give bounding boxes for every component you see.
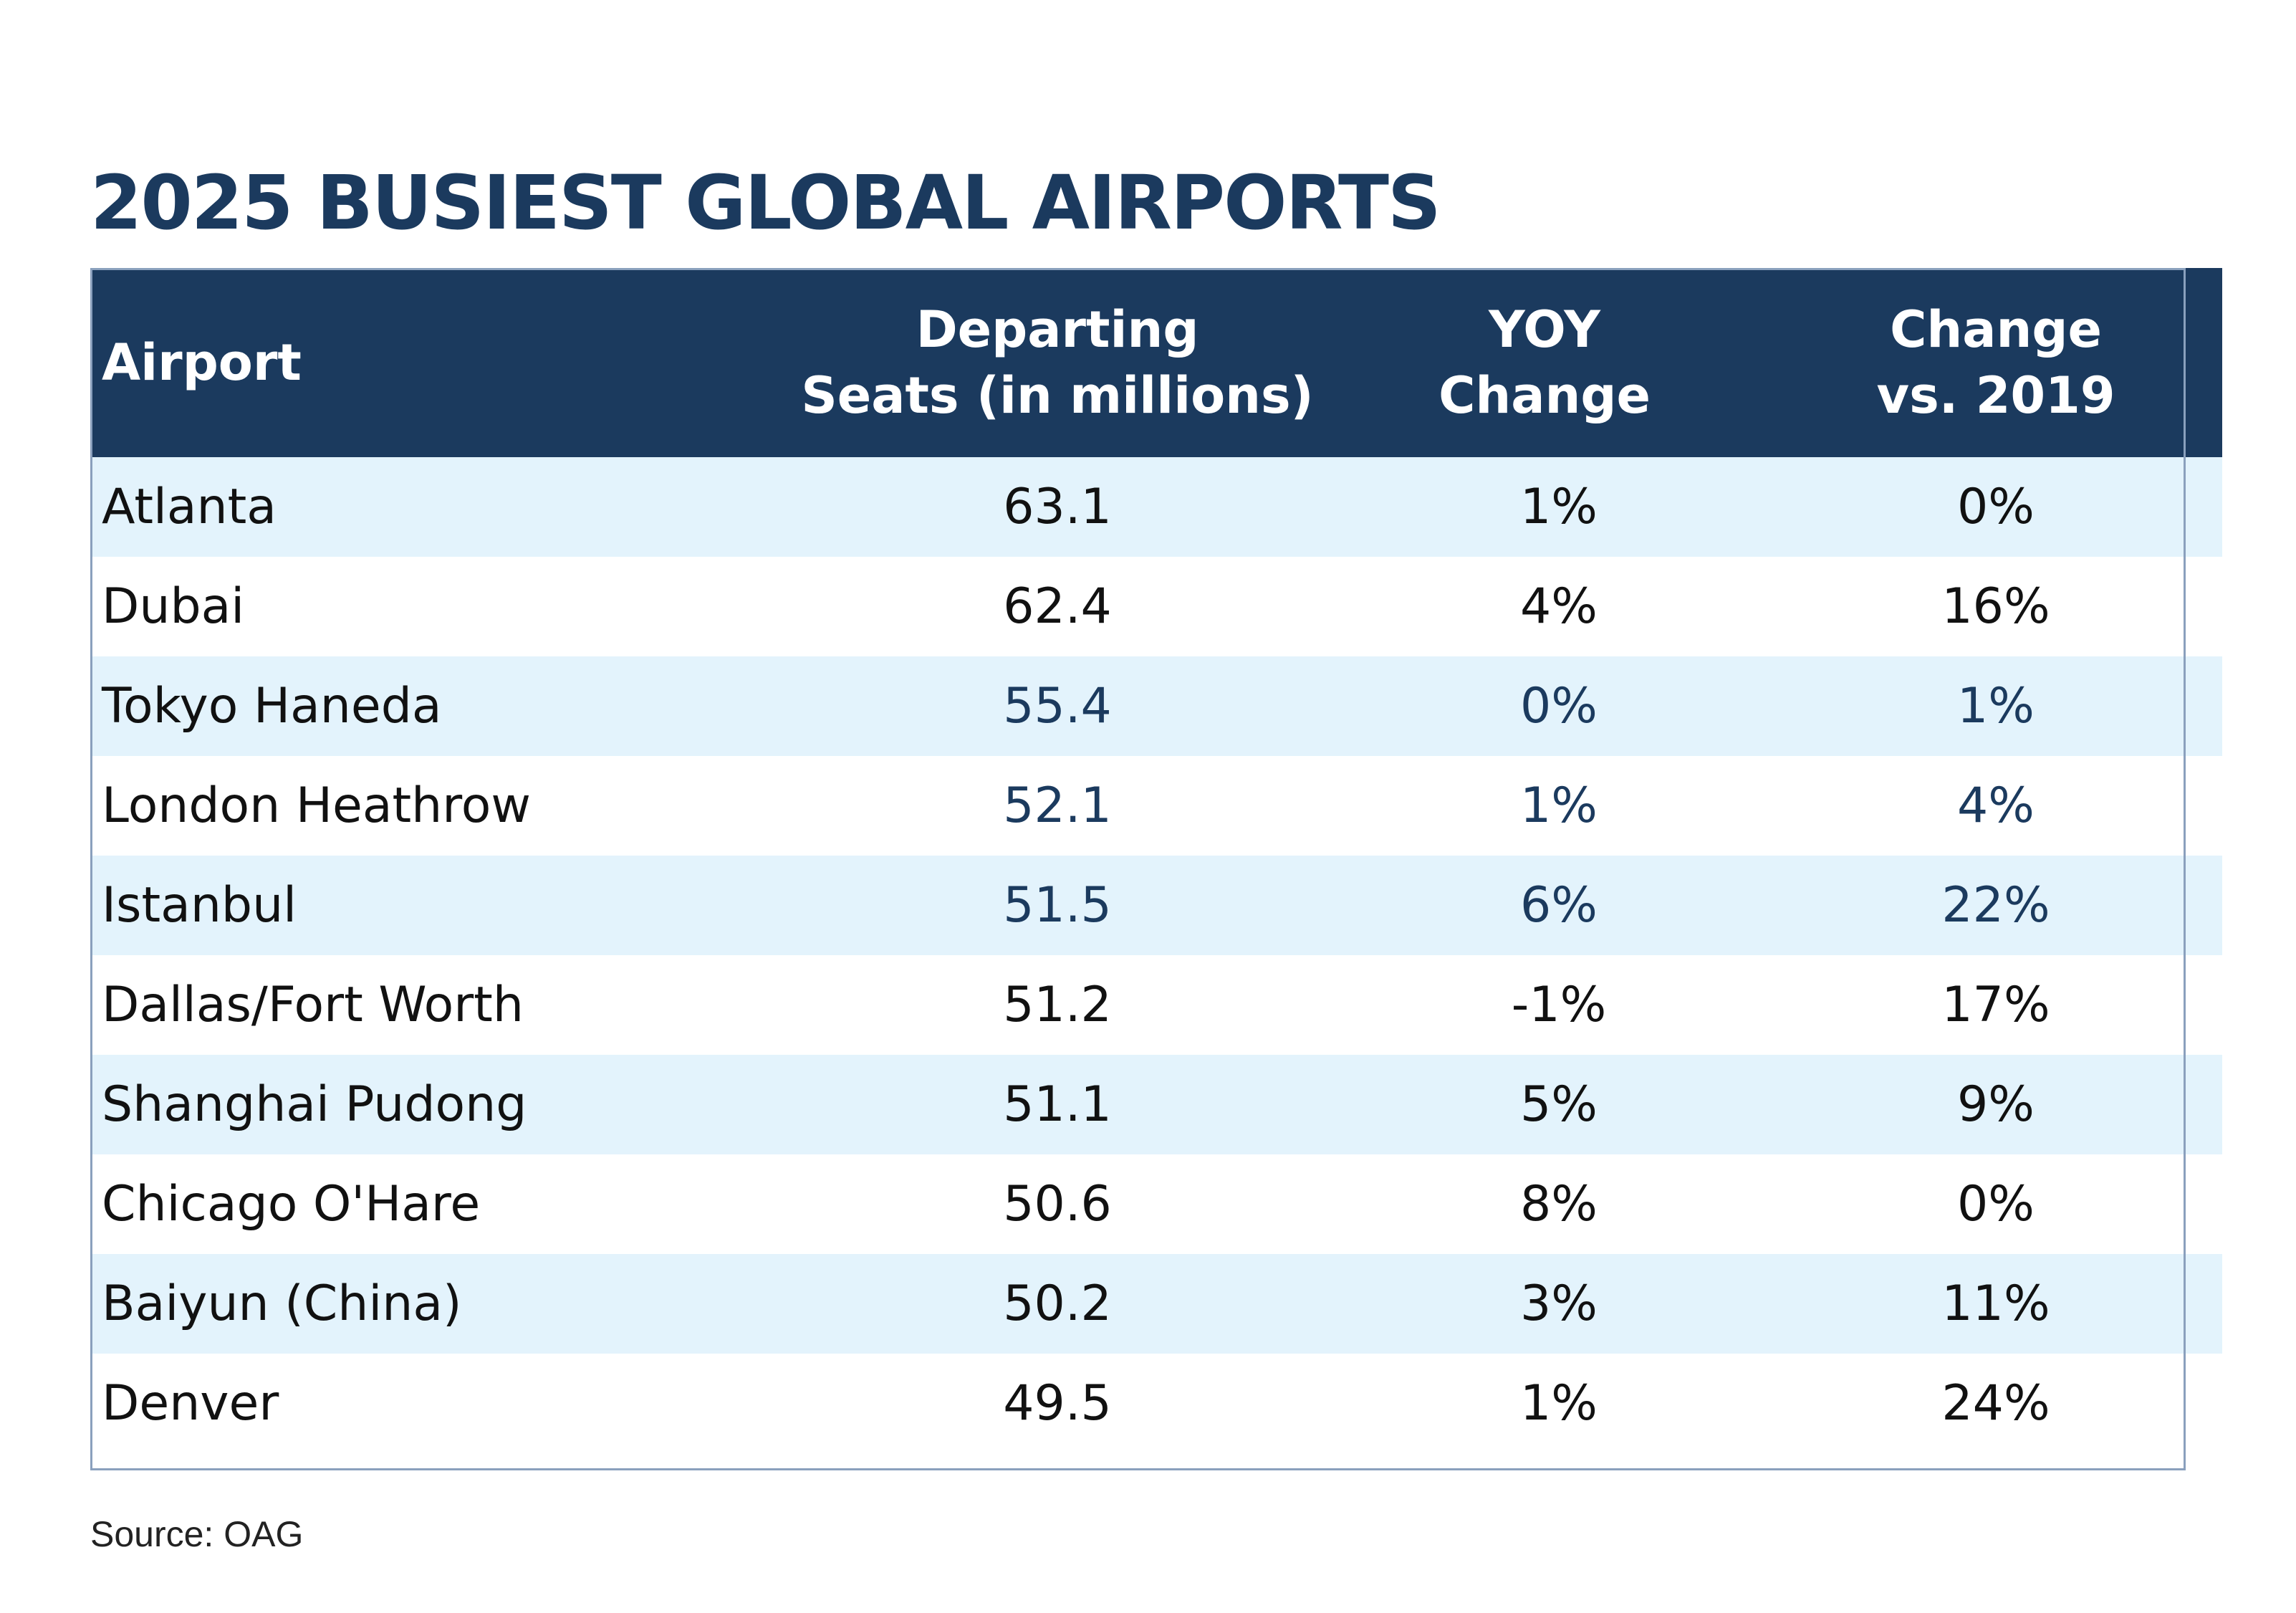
table-row: Dallas/Fort Worth 51.2 -1% 17% — [90, 955, 2186, 1055]
airport-name-cell: Baiyun (China) — [102, 1275, 462, 1332]
departing-seats-cell: 49.5 — [1003, 1375, 1112, 1432]
departing-seats-cell: 51.5 — [1003, 877, 1112, 934]
airport-name-cell: Tokyo Haneda — [102, 678, 442, 734]
yoy-change-cell: 3% — [1520, 1275, 1598, 1332]
table-row: Denver 49.5 1% 24% — [90, 1354, 2186, 1453]
departing-seats-cell: 63.1 — [1003, 479, 1112, 535]
departing-seats-cell: 50.6 — [1003, 1176, 1112, 1233]
chart-title: 2025 BUSIEST GLOBAL AIRPORTS — [90, 159, 1441, 247]
departing-seats-cell: 51.2 — [1003, 977, 1112, 1033]
table-row: Baiyun (China) 50.2 3% 11% — [90, 1254, 2222, 1354]
airport-name-cell: Atlanta — [102, 479, 277, 535]
yoy-change-cell: -1% — [1511, 977, 1607, 1033]
table-row: Dubai 62.4 4% 16% — [90, 557, 2186, 656]
departing-seats-cell: 52.1 — [1003, 777, 1112, 834]
table-row: Chicago O'Hare 50.6 8% 0% — [90, 1154, 2186, 1254]
yoy-change-cell: 1% — [1520, 1375, 1598, 1432]
table-row: Shanghai Pudong 51.1 5% 9% — [90, 1055, 2222, 1154]
header-yoy-change: YOY Change — [1438, 300, 1651, 425]
airport-name-cell: Denver — [102, 1375, 279, 1432]
table-row: Tokyo Haneda 55.4 0% 1% — [90, 656, 2222, 756]
yoy-change-cell: 5% — [1520, 1076, 1598, 1133]
yoy-change-cell: 1% — [1520, 777, 1598, 834]
table-header: Airport Departing Seats (in millions) YO… — [90, 268, 2222, 457]
change-vs-2019-cell: 17% — [1941, 977, 2050, 1033]
header-change-vs-2019: Change vs. 2019 — [1876, 300, 2115, 425]
header-airport: Airport — [102, 333, 302, 392]
table-row: Istanbul 51.5 6% 22% — [90, 856, 2222, 955]
change-vs-2019-cell: 1% — [1957, 678, 2035, 734]
change-vs-2019-cell: 9% — [1957, 1076, 2035, 1133]
airports-table: Airport Departing Seats (in millions) YO… — [90, 268, 2222, 1470]
airport-name-cell: Dubai — [102, 578, 245, 635]
source-note: Source: OAG — [90, 1514, 304, 1554]
table-row: London Heathrow 52.1 1% 4% — [90, 756, 2186, 856]
airport-name-cell: Shanghai Pudong — [102, 1076, 527, 1133]
header-departing-seats: Departing Seats (in millions) — [801, 300, 1314, 425]
airport-name-cell: Dallas/Fort Worth — [102, 977, 524, 1033]
table-body: Atlanta 63.1 1% 0% Dubai 62.4 4% 16% Tokyo Haned… — [90, 457, 2222, 1453]
table-row: Atlanta 63.1 1% 0% — [90, 457, 2222, 557]
yoy-change-cell: 8% — [1520, 1176, 1598, 1233]
change-vs-2019-cell: 0% — [1957, 1176, 2035, 1233]
change-vs-2019-cell: 16% — [1941, 578, 2050, 635]
change-vs-2019-cell: 4% — [1957, 777, 2035, 834]
departing-seats-cell: 50.2 — [1003, 1275, 1112, 1332]
change-vs-2019-cell: 0% — [1957, 479, 2035, 535]
table-border — [90, 268, 2186, 1470]
departing-seats-cell: 62.4 — [1003, 578, 1112, 635]
airport-name-cell: Chicago O'Hare — [102, 1176, 481, 1233]
change-vs-2019-cell: 11% — [1941, 1275, 2050, 1332]
yoy-change-cell: 4% — [1520, 578, 1598, 635]
yoy-change-cell: 0% — [1520, 678, 1598, 734]
change-vs-2019-cell: 24% — [1941, 1375, 2050, 1432]
departing-seats-cell: 51.1 — [1003, 1076, 1112, 1133]
change-vs-2019-cell: 22% — [1941, 877, 2050, 934]
yoy-change-cell: 1% — [1520, 479, 1598, 535]
departing-seats-cell: 55.4 — [1003, 678, 1112, 734]
airport-name-cell: London Heathrow — [102, 777, 531, 834]
airport-name-cell: Istanbul — [102, 877, 297, 934]
yoy-change-cell: 6% — [1520, 877, 1598, 934]
